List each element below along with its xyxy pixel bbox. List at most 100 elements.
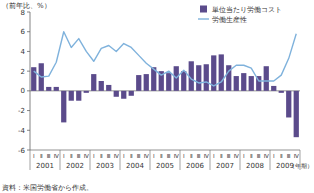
bar (31, 67, 36, 91)
legend-swatch (200, 6, 207, 13)
x-tick-label: Ⅱ (190, 153, 193, 159)
bar (204, 64, 209, 91)
y-tick-label: 2 (21, 68, 25, 76)
x-tick-label: Ⅰ (183, 153, 185, 159)
legend-box (197, 3, 295, 25)
x-tick-label: Ⅱ (100, 153, 103, 159)
bar (181, 71, 186, 91)
x-tick-label: Ⅱ (130, 153, 133, 159)
chart: （前年比、%）-6-4-202468ⅠⅡⅢⅣⅠⅡⅢⅣⅠⅡⅢⅣⅠⅡⅢⅣⅠⅡⅢⅣⅠⅡ… (0, 0, 314, 193)
y-tick-label: 6 (21, 28, 26, 36)
year-separator (240, 150, 241, 170)
year-label: 2002 (66, 162, 84, 170)
year-separator (90, 150, 91, 170)
y-tick-label: -4 (18, 127, 26, 135)
plot-area (31, 32, 299, 137)
bar (144, 74, 149, 91)
x-tick-label: Ⅲ (167, 153, 171, 159)
bar (99, 81, 104, 91)
x-tick-label: Ⅳ (174, 153, 180, 159)
y-tick-label: -6 (18, 147, 26, 155)
bar (106, 85, 111, 91)
x-tick-label: Ⅰ (273, 153, 275, 159)
y-tick (27, 110, 30, 111)
x-tick-label: Ⅳ (204, 153, 210, 159)
x-tick-label: Ⅰ (123, 153, 125, 159)
x-tick-label: Ⅲ (287, 153, 291, 159)
bar (46, 87, 51, 91)
bar (264, 66, 269, 91)
x-tick-label: Ⅰ (33, 153, 35, 159)
x-tick-label: Ⅲ (137, 153, 141, 159)
bar (234, 76, 239, 91)
year-label: 2004 (126, 162, 144, 170)
bar (121, 91, 126, 99)
legend: 単位当たり労働コスト労働生産性 (197, 3, 295, 25)
x-tick-label: Ⅱ (70, 153, 73, 159)
bar (69, 91, 74, 101)
x-tick-label: Ⅳ (54, 153, 60, 159)
bar (286, 91, 291, 118)
y-tick (27, 12, 30, 13)
y-tick (27, 51, 30, 52)
bar (294, 91, 299, 137)
x-tick-label: Ⅳ (84, 153, 90, 159)
year-separator (210, 150, 211, 170)
x-axis (30, 150, 300, 151)
x-tick-label: Ⅰ (243, 153, 245, 159)
y-tick (27, 71, 30, 72)
bar (196, 65, 201, 91)
year-separator (120, 150, 121, 170)
y-tick (27, 31, 30, 32)
y-tick (27, 130, 30, 131)
bar (61, 91, 66, 123)
x-axis-label: （年期） (289, 162, 313, 170)
bar (271, 86, 276, 91)
legend-swatch (198, 18, 209, 19)
bar (91, 74, 96, 91)
year-label: 2001 (36, 162, 54, 170)
bar (166, 73, 171, 91)
bar (249, 76, 254, 91)
year-label: 2003 (96, 162, 114, 170)
year-separator (30, 150, 31, 170)
bar (136, 75, 141, 91)
bar (84, 91, 89, 93)
y-tick-label: 0 (21, 87, 25, 95)
year-separator (60, 150, 61, 170)
x-tick-label: Ⅲ (197, 153, 201, 159)
x-tick-label: Ⅱ (280, 153, 283, 159)
bar (54, 87, 59, 91)
x-tick-label: Ⅱ (40, 153, 43, 159)
year-separator (150, 150, 151, 170)
y-tick-label: 8 (21, 9, 25, 17)
x-tick-label: Ⅳ (114, 153, 120, 159)
bar (241, 73, 246, 91)
x-tick-label: Ⅲ (47, 153, 51, 159)
y-tick (27, 90, 30, 91)
year-separator (180, 150, 181, 170)
x-tick-label: Ⅳ (294, 153, 300, 159)
y-tick (27, 150, 30, 151)
y-tick-label: -2 (18, 107, 25, 115)
year-label: 2007 (216, 162, 234, 170)
x-tick-label: Ⅳ (264, 153, 270, 159)
x-tick-label: Ⅰ (63, 153, 65, 159)
x-tick-label: Ⅳ (234, 153, 240, 159)
x-tick-label: Ⅰ (153, 153, 155, 159)
x-tick-label: Ⅲ (77, 153, 81, 159)
year-label: 2005 (156, 162, 174, 170)
bar (129, 91, 134, 96)
year-label: 2006 (186, 162, 204, 170)
x-tick-label: Ⅰ (213, 153, 215, 159)
year-label: 2008 (246, 162, 264, 170)
x-tick-label: Ⅱ (160, 153, 163, 159)
bar (279, 91, 284, 93)
x-tick-label: Ⅲ (107, 153, 111, 159)
y-axis-label: （前年比、%） (2, 2, 51, 10)
bar (76, 91, 81, 101)
x-tick-label: Ⅱ (250, 153, 253, 159)
x-tick-label: Ⅲ (257, 153, 261, 159)
legend-label: 単位当たり労働コスト (212, 6, 282, 14)
year-separator (270, 150, 271, 170)
